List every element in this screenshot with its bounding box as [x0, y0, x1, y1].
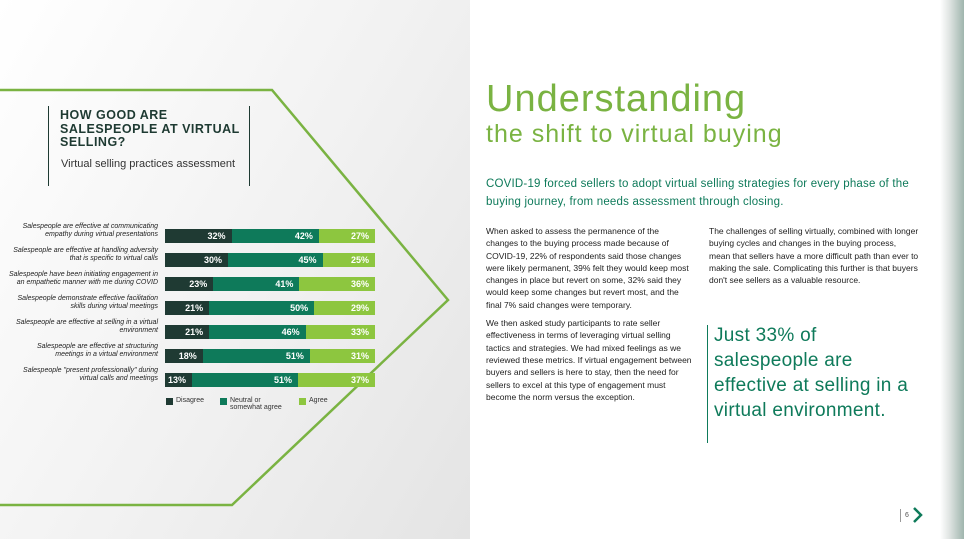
- chart-bar-row: 18% 51% 31%: [165, 349, 375, 363]
- chart-category-label: Salespeople are effective at structuring…: [36, 343, 158, 358]
- chevron-right-icon[interactable]: [912, 506, 924, 524]
- chart-bar-row: 32% 42% 27%: [165, 229, 375, 243]
- chart-bar-segment-neutral: 46%: [209, 325, 306, 339]
- heading-line1: Understanding: [486, 78, 747, 120]
- body-column-1: When asked to assess the permanence of t…: [486, 225, 692, 409]
- legend-item-agree: Agree: [299, 397, 328, 405]
- chart-category-label: Salespeople are effective at handling ad…: [13, 247, 158, 262]
- chart-data-label: 45%: [298, 255, 317, 265]
- chart-bar-segment-neutral: 50%: [209, 301, 315, 315]
- chart-category-label: Salespeople demonstrate effective facili…: [17, 295, 158, 310]
- chart-bar-segment-disagree: 18%: [165, 349, 203, 363]
- chart-data-label: 21%: [185, 303, 204, 313]
- page-number: 6: [905, 512, 909, 519]
- chart-data-label: 41%: [275, 279, 294, 289]
- chart-bar-segment-neutral: 51%: [192, 373, 299, 387]
- legend-swatch-neutral: [220, 398, 227, 405]
- chart-bar-segment-agree: 37%: [298, 373, 375, 387]
- chart-bar-segment-disagree: 23%: [165, 277, 214, 291]
- chart-bar-segment-agree: 27%: [318, 229, 375, 243]
- chart-bar-segment-neutral: 41%: [213, 277, 300, 291]
- chart-data-label: 32%: [207, 231, 226, 241]
- chart-bar-segment-neutral: 51%: [202, 349, 310, 363]
- chart-bar-segment-disagree: 21%: [165, 301, 210, 315]
- chart-bar-row: 13% 51% 37%: [165, 373, 375, 387]
- col1-paragraph-2: We then asked study participants to rate…: [486, 318, 692, 402]
- chart-data-label: 31%: [350, 351, 369, 361]
- panel-left-rule: [48, 106, 49, 186]
- pull-quote: Just 33% of salespeople are effective at…: [714, 325, 909, 421]
- chart-bar-segment-agree: 33%: [305, 325, 375, 339]
- body-column-2: The challenges of selling virtually, com…: [709, 225, 919, 292]
- legend-label-neutral: Neutral or somewhat agree: [230, 397, 282, 411]
- legend-label-disagree: Disagree: [176, 397, 205, 404]
- col2-paragraph-1: The challenges of selling virtually, com…: [709, 226, 919, 286]
- chart-data-label: 18%: [178, 351, 197, 361]
- col1-paragraph-1: When asked to assess the permanence of t…: [486, 226, 689, 310]
- legend-swatch-agree: [299, 398, 306, 405]
- chart-data-label: 51%: [285, 351, 304, 361]
- chart-data-label: 37%: [350, 375, 369, 385]
- panel-right-rule: [249, 106, 250, 186]
- legend-item-disagree: Disagree: [166, 397, 204, 405]
- chart-data-label: 13%: [168, 375, 187, 385]
- chart-bar-row: 21% 46% 33%: [165, 325, 375, 339]
- chart-bar-segment-disagree: 32%: [165, 229, 232, 243]
- chart-bar-segment-disagree: 30%: [165, 253, 228, 267]
- chart-category-label: Salespeople are effective at communicati…: [22, 223, 158, 238]
- chart-category-label: Salespeople are effective at selling in …: [15, 319, 158, 334]
- intro-text: COVID-19 forced sellers to adopt virtual…: [486, 178, 909, 208]
- heading-line2: the shift to virtual buying: [486, 120, 783, 148]
- chart-data-label: 21%: [185, 327, 204, 337]
- page-number-rule: [900, 509, 901, 522]
- chart-bar-row: 21% 50% 29%: [165, 301, 375, 315]
- chart-bar-row: 30% 45% 25%: [165, 253, 375, 267]
- chart-data-label: 46%: [281, 327, 300, 337]
- legend-item-neutral: Neutral or somewhat agree: [220, 397, 290, 411]
- chart-data-label: 42%: [294, 231, 313, 241]
- chart-bar-segment-neutral: 42%: [231, 229, 319, 243]
- panel-subtitle: Virtual selling practices assessment: [61, 158, 236, 170]
- chart-bar-segment-disagree: 21%: [165, 325, 210, 339]
- chart-bar-segment-agree: 31%: [309, 349, 375, 363]
- panel-title: HOW GOOD ARE SALESPEOPLE AT VIRTUAL SELL…: [60, 108, 240, 149]
- chart-data-label: 51%: [274, 375, 293, 385]
- chart-data-label: 23%: [189, 279, 208, 289]
- legend-swatch-disagree: [166, 398, 173, 405]
- chart-data-label: 27%: [350, 231, 369, 241]
- chart-data-label: 36%: [350, 279, 369, 289]
- legend-label-agree: Agree: [309, 397, 328, 404]
- chart-data-label: 50%: [290, 303, 309, 313]
- chart-bar-segment-agree: 29%: [314, 301, 375, 315]
- chart-bar-segment-agree: 36%: [299, 277, 375, 291]
- chart-data-label: 30%: [203, 255, 222, 265]
- chart-bar-segment-disagree: 13%: [165, 373, 193, 387]
- quote-rule: [707, 325, 708, 443]
- chart-category-label: Salespeople "present professionally" dur…: [23, 367, 158, 382]
- chart-data-label: 29%: [350, 303, 369, 313]
- chart-bar-segment-neutral: 45%: [228, 253, 323, 267]
- right-edge-decoration: [940, 0, 964, 539]
- chart-bar-row: 23% 41% 36%: [165, 277, 375, 291]
- chart-data-label: 33%: [350, 327, 369, 337]
- chart-category-label: Salespeople have been initiating engagem…: [8, 271, 158, 286]
- chart-bar-segment-agree: 25%: [322, 253, 375, 267]
- chart-data-label: 25%: [350, 255, 369, 265]
